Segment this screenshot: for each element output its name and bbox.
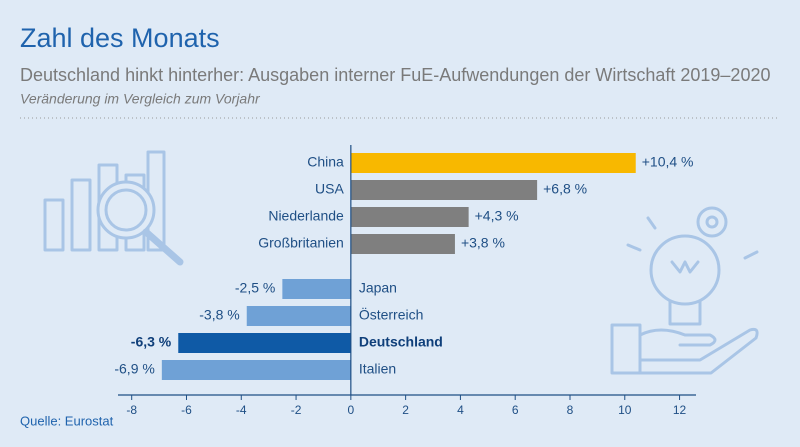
value-label: +6,8 % xyxy=(543,181,587,197)
value-label: -6,9 % xyxy=(114,361,154,377)
value-label: -6,3 % xyxy=(131,334,172,350)
x-tick-label: -6 xyxy=(181,403,192,417)
category-label: Österreich xyxy=(359,306,424,323)
x-tick-label: 12 xyxy=(673,403,687,417)
bar xyxy=(350,234,455,254)
value-label: -3,8 % xyxy=(199,307,239,323)
value-label: +3,8 % xyxy=(461,235,505,251)
category-label: Deutschland xyxy=(359,334,443,350)
bar xyxy=(350,153,636,173)
x-tick-label: 10 xyxy=(618,403,632,417)
x-tick-label: 4 xyxy=(457,403,464,417)
bar xyxy=(350,180,538,200)
value-label: +10,4 % xyxy=(642,154,694,170)
x-tick-label: 8 xyxy=(567,403,574,417)
icon-chart xyxy=(43,150,184,266)
category-label: Großbritanien xyxy=(258,235,344,251)
x-tick-label: -8 xyxy=(126,403,137,417)
bar xyxy=(161,360,351,380)
value-label: +4,3 % xyxy=(475,208,519,224)
category-label: USA xyxy=(315,181,344,197)
category-label: Japan xyxy=(359,280,397,296)
bar xyxy=(350,207,469,227)
category-label: China xyxy=(307,154,344,170)
bar xyxy=(178,333,351,353)
icon-bulb xyxy=(610,206,759,375)
x-tick-label: 2 xyxy=(402,403,409,417)
chart-title: Zahl des Monats xyxy=(20,23,220,53)
x-tick-label: 6 xyxy=(512,403,519,417)
bar xyxy=(246,306,351,326)
x-tick-label: -2 xyxy=(291,403,302,417)
category-label: Italien xyxy=(359,361,396,377)
category-label: Niederlande xyxy=(268,208,344,224)
chart-note: Veränderung im Vergleich zum Vorjahr xyxy=(20,91,261,107)
x-tick-label: 0 xyxy=(347,403,354,417)
x-tick-label: -4 xyxy=(236,403,247,417)
value-label: -2,5 % xyxy=(235,280,275,296)
source: Quelle: Eurostat xyxy=(20,413,114,428)
bar xyxy=(282,279,351,299)
chart-subtitle: Deutschland hinkt hinterher: Ausgaben in… xyxy=(20,65,770,85)
